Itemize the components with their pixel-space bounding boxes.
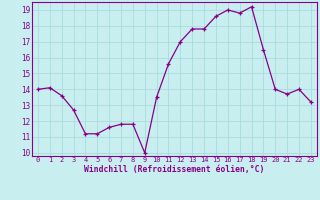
X-axis label: Windchill (Refroidissement éolien,°C): Windchill (Refroidissement éolien,°C)	[84, 165, 265, 174]
